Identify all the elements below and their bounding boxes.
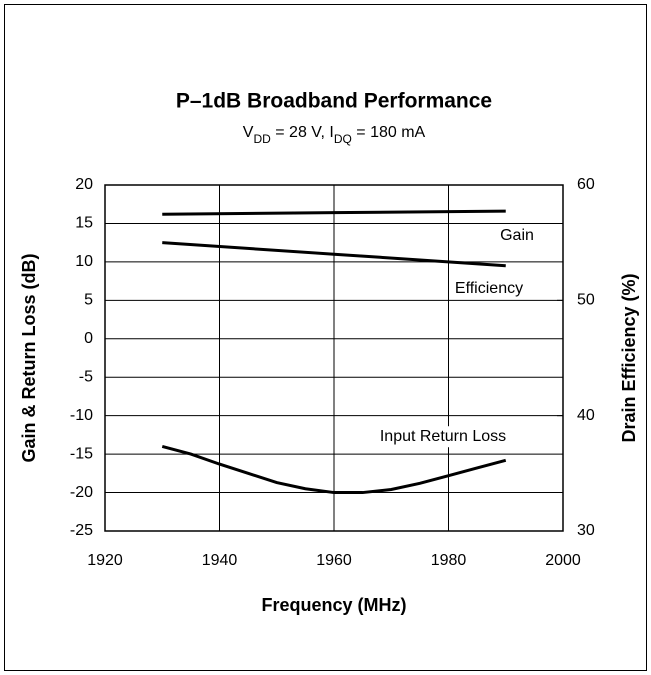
- y-tick-label: -25: [70, 522, 93, 539]
- y-tick-label: 15: [75, 215, 93, 232]
- y2-tick-label: 40: [577, 407, 595, 424]
- y-axis-title: Gain & Return Loss (dB): [19, 253, 39, 462]
- x-axis-title: Frequency (MHz): [261, 595, 406, 615]
- chart-subtitle: VDD = 28 V, IDQ = 180 mA: [243, 124, 426, 146]
- x-tick-label: 1940: [202, 552, 238, 569]
- series-label-bg: [449, 278, 529, 300]
- y2-tick-label: 60: [577, 176, 595, 193]
- x-tick-label: 1920: [87, 552, 123, 569]
- y-tick-label: 20: [75, 176, 93, 193]
- series-label: Gain: [500, 227, 534, 244]
- subtitle-part: = 180 mA: [352, 124, 426, 141]
- chart-title: P–1dB Broadband Performance: [176, 90, 492, 113]
- subtitle-part: DD: [253, 132, 271, 146]
- series-line: [162, 209, 506, 216]
- subtitle-part: DQ: [334, 132, 352, 146]
- series-line: [162, 241, 506, 268]
- y-tick-label: -10: [70, 407, 93, 424]
- y-tick-label: -15: [70, 445, 93, 462]
- y-tick-label: 0: [84, 330, 93, 347]
- plot-border: [104, 184, 564, 532]
- series-label-bg: [495, 225, 539, 247]
- y-tick-label: -5: [79, 368, 93, 385]
- y-tick-label: 5: [84, 292, 93, 309]
- series-label-bg: [374, 426, 512, 448]
- y2-tick-label: 30: [577, 522, 595, 539]
- x-tick-label: 1960: [316, 552, 352, 569]
- y2-axis-title: Drain Efficiency (%): [619, 273, 639, 442]
- x-tick-label: 1980: [431, 552, 467, 569]
- series-label: Input Return Loss: [380, 428, 506, 445]
- series-line: [161, 444, 507, 495]
- frame: [4, 4, 647, 671]
- series-label: Efficiency: [455, 280, 523, 297]
- y-tick-label: -20: [70, 484, 93, 501]
- x-tick-label: 2000: [545, 552, 581, 569]
- y2-tick-label: 50: [577, 292, 595, 309]
- subtitle-part: = 28 V, I: [271, 124, 334, 141]
- y-tick-label: 10: [75, 253, 93, 270]
- subtitle-part: V: [243, 124, 254, 141]
